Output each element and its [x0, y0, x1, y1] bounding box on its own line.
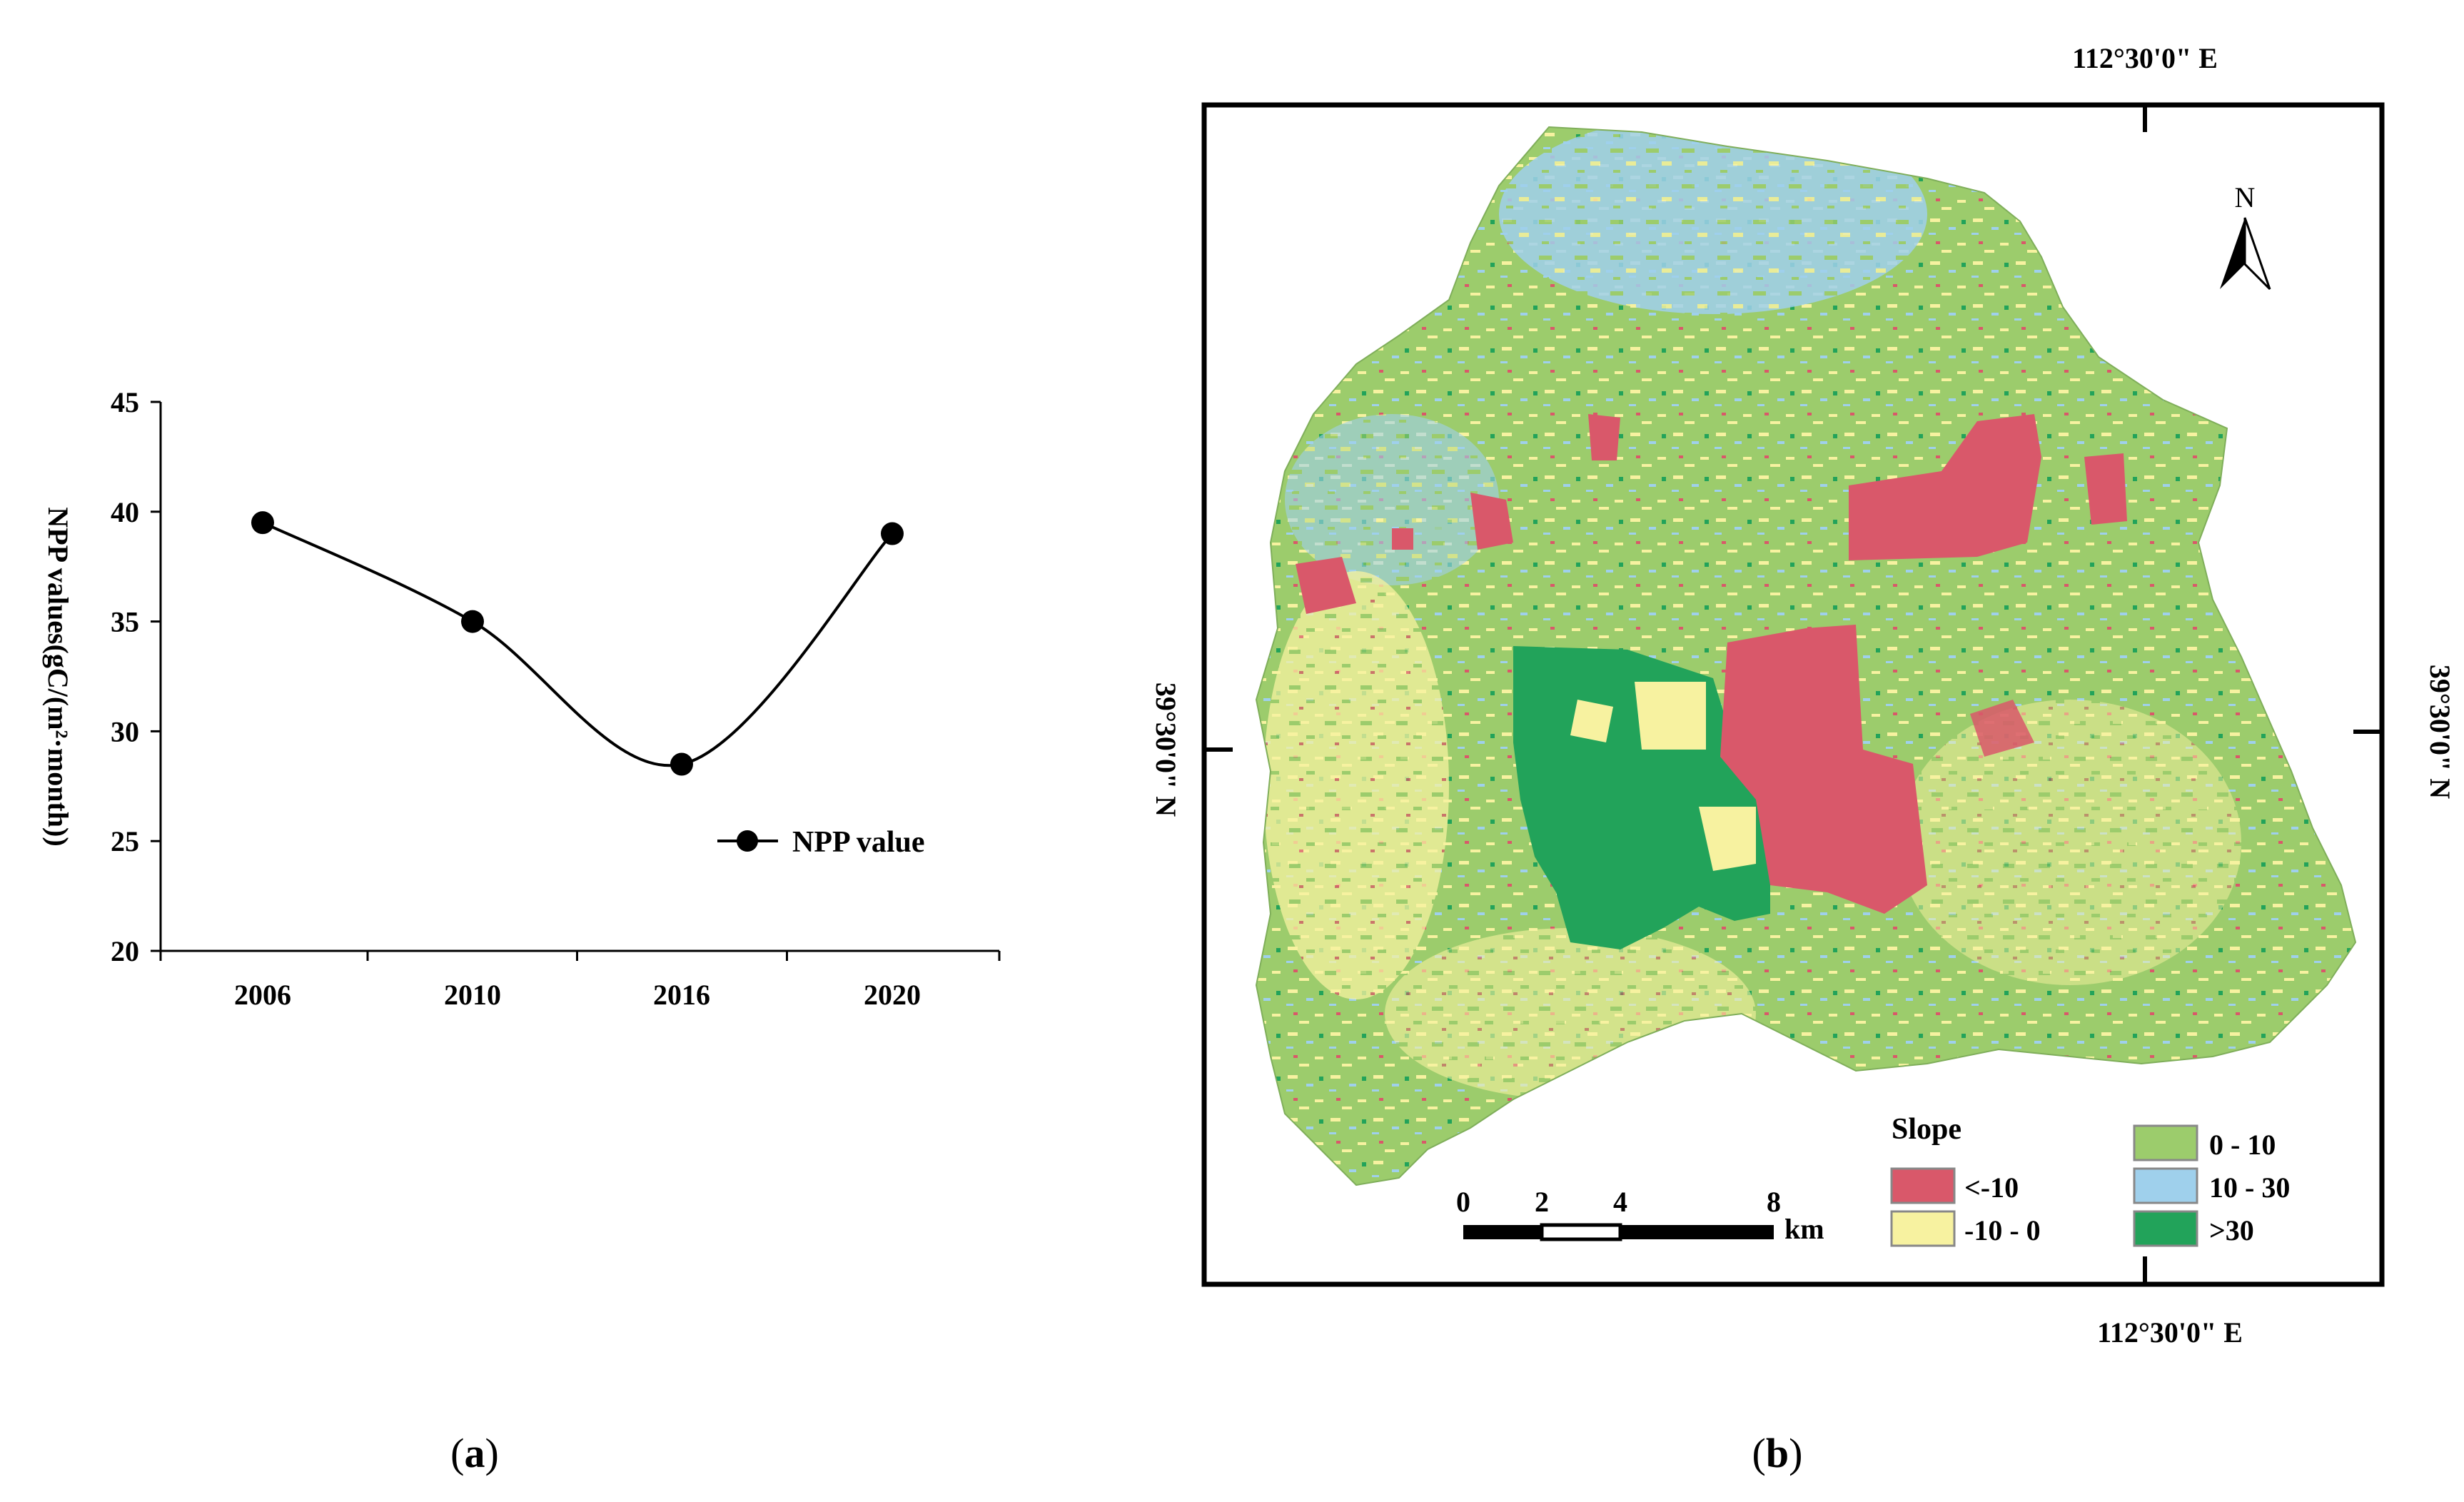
scale-unit: km	[1784, 1213, 1824, 1245]
land-neg-slope-southeast	[1970, 700, 2034, 757]
x-tick-label: 2016	[653, 979, 710, 1011]
study-area	[1256, 127, 2356, 1185]
land-moderate-slope-north	[1499, 127, 1927, 314]
legend-label-gt-30: >30	[2209, 1214, 2254, 1246]
legend-label-neg-10: <-10	[1964, 1171, 2019, 1204]
data-point-2016	[670, 752, 693, 776]
north-arrow-right-half	[2243, 217, 2271, 291]
data-point-2006	[251, 511, 274, 535]
data-point-2020	[881, 522, 904, 545]
north-arrow: N	[2220, 181, 2271, 291]
y-tick-label: 30	[111, 715, 139, 747]
slope-map: 112°30'0" E 112°30'0" E 39°30'0" N 39°30…	[1150, 42, 2456, 1349]
legend-swatch-10-30	[2133, 1167, 2198, 1204]
coord-top: 112°30'0" E	[2072, 42, 2218, 74]
series-points	[251, 511, 904, 776]
legend-swatch-gt-30	[2133, 1210, 2198, 1247]
y-tick-label: 45	[111, 386, 139, 418]
scale-bar-segment-1	[1463, 1225, 1542, 1239]
scale-bar-segment-2	[1540, 1223, 1622, 1241]
x-tick-label: 2020	[864, 979, 921, 1011]
scale-tick-8: 8	[1767, 1186, 1781, 1218]
coord-right: 39°30'0" N	[2424, 665, 2456, 799]
panel-letter-b: b	[1766, 1430, 1789, 1476]
x-tick-label: 2010	[444, 979, 501, 1011]
series-line-npp-value	[262, 521, 894, 767]
scale-bar-segment-3	[1620, 1225, 1774, 1239]
y-tick-label: 40	[111, 496, 139, 528]
land-moderate-slope-west	[1285, 414, 1499, 585]
map-frame	[1201, 102, 2385, 1287]
y-axis-label: NPP values(gC/(m²·month))	[42, 507, 74, 846]
y-axis-ticks: 20 25 30 35 40 45	[111, 386, 161, 967]
land-neg-slope-small-1	[1588, 414, 1620, 460]
land-neg-slope-small-3	[1392, 528, 1413, 550]
coord-bottom: 112°30'0" E	[2097, 1316, 2243, 1349]
coord-left: 39°30'0" N	[1150, 682, 1182, 817]
slope-legend: Slope <-10 -10 - 0 0 - 10 10 - 30 >30	[1890, 1113, 2290, 1247]
panel-label-b: (b)	[1752, 1430, 1803, 1476]
land-neg-slope-center	[1720, 625, 1927, 914]
legend-swatch-neg-10	[1890, 1167, 1956, 1204]
study-area-outline	[1255, 126, 2357, 1186]
land-flat-west	[1263, 571, 1449, 999]
panel-letter-a: a	[465, 1430, 485, 1476]
legend-swatch-0-10	[2133, 1124, 2198, 1161]
land-neg-slope-northeast	[1849, 414, 2041, 560]
scale-tick-4: 4	[1613, 1186, 1627, 1218]
legend-label: NPP value	[792, 826, 925, 859]
land-neg-slope-small-2	[1470, 493, 1513, 550]
panel-label-a: (a)	[450, 1430, 499, 1476]
land-flat-patch-3	[1570, 700, 1613, 742]
npp-line-chart: 20 25 30 35 40 45 2006 2010 2016 2020 NPP values…	[42, 386, 1001, 1011]
y-tick-label: 20	[111, 935, 139, 967]
legend-label-neg-10-0: -10 - 0	[1964, 1214, 2041, 1246]
scale-tick-2: 2	[1535, 1186, 1549, 1218]
land-flat-east	[1899, 700, 2241, 985]
legend-label-0-10: 0 - 10	[2209, 1129, 2276, 1161]
y-tick-label: 25	[111, 825, 139, 857]
land-flat-south	[1385, 928, 1756, 1099]
legend-label-10-30: 10 - 30	[2209, 1171, 2290, 1204]
data-point-2010	[461, 610, 484, 633]
land-flat-patch-1	[1635, 682, 1706, 750]
land-flat-patch-2	[1699, 807, 1756, 871]
north-arrow-left-half	[2220, 218, 2245, 289]
land-neg-slope-far-east	[2084, 453, 2127, 525]
scale-bar: 0 2 4 8 km	[1456, 1186, 1824, 1245]
legend-swatch-neg-10-0	[1890, 1210, 1956, 1247]
land-neg-slope-west	[1296, 557, 1356, 614]
north-label: N	[2235, 181, 2256, 213]
scale-tick-0: 0	[1456, 1186, 1470, 1218]
y-tick-label: 35	[111, 606, 139, 638]
x-tick-label: 2006	[234, 979, 291, 1011]
chart-legend: NPP value	[717, 826, 925, 859]
legend-marker	[737, 830, 758, 852]
x-axis-ticks: 2006 2010 2016 2020	[159, 951, 1001, 1011]
legend-title: Slope	[1892, 1113, 1961, 1146]
